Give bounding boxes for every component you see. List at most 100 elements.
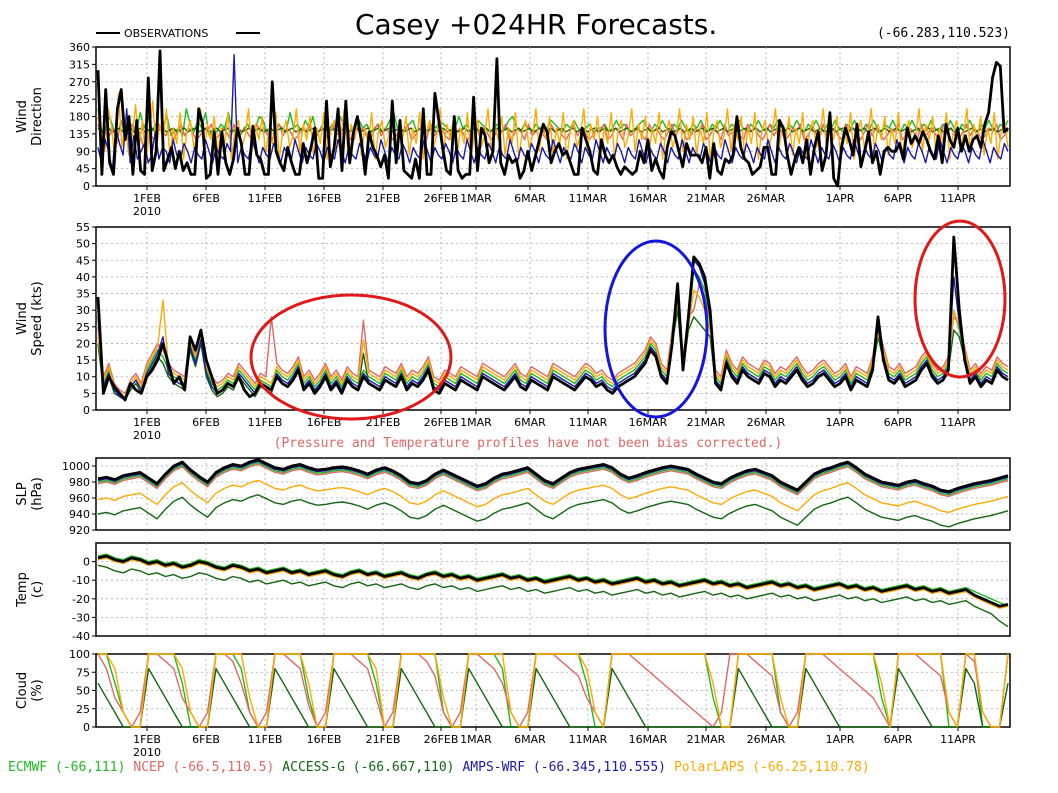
y-tick-label: 55 xyxy=(76,221,90,234)
x-tick-label: 6FEB xyxy=(192,733,220,746)
series-line-ecmwf xyxy=(97,269,1009,398)
panels-group: 04590135180225270315360WindDirection1FEB… xyxy=(15,41,1011,759)
y-tick-label: 270 xyxy=(69,76,90,89)
legend-item: NCEP (-66.5,110.5) xyxy=(133,760,274,775)
series-line-polarlaps xyxy=(97,479,1009,514)
series-line-observations xyxy=(96,235,1009,402)
x-tick-label: 11MAR xyxy=(569,733,608,746)
y-axis-title-line2: Speed (kts) xyxy=(30,281,45,355)
y-tick-label: 15 xyxy=(76,354,90,367)
y-tick-label: 1000 xyxy=(62,460,90,473)
x-tick-label: 16FEB xyxy=(307,192,342,205)
y-tick-label: 50 xyxy=(76,238,90,251)
x-tick-label: 16MAR xyxy=(629,733,668,746)
y-axis-title: SLP(hPa) xyxy=(15,477,45,511)
x-tick-label: 6FEB xyxy=(192,416,220,429)
x-tick-label: 26MAR xyxy=(747,733,786,746)
y-tick-label: 0 xyxy=(83,556,90,569)
series-line-ecmwf xyxy=(97,462,1009,496)
series-line-polarlaps xyxy=(97,557,1009,609)
y-tick-label: 0 xyxy=(83,404,90,417)
panel-4: -40 -30 -20 -10 0 Temp(c) xyxy=(15,542,1011,643)
y-axis-title: WindSpeed (kts) xyxy=(15,281,45,355)
y-axis-title: Temp(c) xyxy=(15,572,45,608)
bias-note: (Pressure and Temperature profiles have … xyxy=(274,436,783,451)
series-line-ncep xyxy=(97,463,1009,498)
y-tick-label: 0 xyxy=(83,180,90,193)
y-tick-label: 225 xyxy=(69,93,90,106)
y-axis-title: WindDirection xyxy=(15,87,45,146)
y-axis-title-line1: Wind xyxy=(15,302,30,335)
series-line-observations xyxy=(96,49,1009,188)
x-tick-label: 16MAR xyxy=(629,192,668,205)
x-tick-label: 1APR xyxy=(826,733,855,746)
x-tick-label: 6APR xyxy=(884,192,913,205)
series-line-observations xyxy=(97,554,1009,608)
x-tick-label: 26MAR xyxy=(747,416,786,429)
x-tick-label: 1APR xyxy=(826,416,855,429)
x-tick-label: 6MAR xyxy=(514,416,546,429)
x-tick-label: 26MAR xyxy=(747,192,786,205)
x-tick-label: 11MAR xyxy=(569,416,608,429)
y-axis-title-line1: Wind xyxy=(15,100,30,133)
panel-1: 0 45 90 135 180 225 270 315 360 WindDirection 1FEB… xyxy=(15,41,1011,218)
series-line-access-g xyxy=(97,667,1009,728)
panel-3: 920 940 960 980 1000 SLP(hPa) xyxy=(15,457,1011,537)
y-axis-title: Cloud(%) xyxy=(15,672,45,709)
x-tick-label: 1MAR xyxy=(460,192,492,205)
x-tick-label: 16MAR xyxy=(629,416,668,429)
x-tick-label: 11FEB xyxy=(248,733,283,746)
year-label: 2010 xyxy=(133,205,161,218)
y-tick-label: 980 xyxy=(69,476,90,489)
x-tick-label: 1FEB xyxy=(133,416,161,429)
y-tick-label: -10 xyxy=(72,574,90,587)
legend-item: ECMWF (-66,111) xyxy=(8,760,125,775)
y-tick-label: 35 xyxy=(76,288,90,301)
panel-frame xyxy=(95,542,1011,637)
series-line-ncep xyxy=(97,282,1009,395)
series-line-ecmwf xyxy=(97,553,1009,607)
y-tick-label: 25 xyxy=(76,703,90,716)
x-tick-label: 21FEB xyxy=(366,192,401,205)
highlight-ellipse-feb xyxy=(249,293,453,421)
series-line-access-g xyxy=(97,494,1009,528)
year-label: 2010 xyxy=(133,746,161,759)
x-tick-label: 1FEB xyxy=(133,733,161,746)
x-tick-label: 16FEB xyxy=(307,733,342,746)
series-line-observations xyxy=(97,458,1009,494)
y-tick-label: 360 xyxy=(69,41,90,54)
y-tick-label: 45 xyxy=(76,254,90,267)
x-tick-label: 1MAR xyxy=(460,733,492,746)
x-tick-label: 11MAR xyxy=(569,192,608,205)
x-tick-label: 11APR xyxy=(940,416,976,429)
panel-2: 0 5 10 15 20 25 30 35 40 45 50 55 WindSpeed (kts) 1FE… xyxy=(15,221,1011,442)
y-tick-label: 10 xyxy=(76,371,90,384)
x-tick-label: 26FEB xyxy=(424,192,459,205)
x-tick-label: 26FEB xyxy=(424,416,459,429)
y-axis-title-line2: Direction xyxy=(30,87,45,146)
x-tick-label: 21FEB xyxy=(366,416,401,429)
x-tick-label: 6FEB xyxy=(192,192,220,205)
x-tick-label: 11FEB xyxy=(248,192,283,205)
y-tick-label: 960 xyxy=(69,492,90,505)
obs-legend-label: OBSERVATIONS xyxy=(124,27,208,40)
y-tick-label: 100 xyxy=(69,648,90,661)
location-label: (-66.283,110.523) xyxy=(877,26,1010,41)
y-tick-label: 45 xyxy=(76,163,90,176)
x-tick-label: 1MAR xyxy=(460,416,492,429)
year-label: 2010 xyxy=(133,429,161,442)
x-tick-label: 21FEB xyxy=(366,733,401,746)
y-tick-label: 40 xyxy=(76,271,90,284)
series-line-polarlaps xyxy=(98,653,1009,728)
y-tick-label: 20 xyxy=(76,337,90,350)
y-tick-label: -20 xyxy=(72,593,90,606)
x-tick-label: 11FEB xyxy=(248,416,283,429)
x-tick-label: 21MAR xyxy=(687,733,726,746)
y-tick-label: 30 xyxy=(76,304,90,317)
y-axis-title-line2: (c) xyxy=(30,581,45,598)
highlight-ellipse-mar xyxy=(603,239,709,419)
x-tick-label: 1APR xyxy=(826,192,855,205)
y-tick-label: -40 xyxy=(72,630,90,643)
x-tick-label: 6MAR xyxy=(514,733,546,746)
